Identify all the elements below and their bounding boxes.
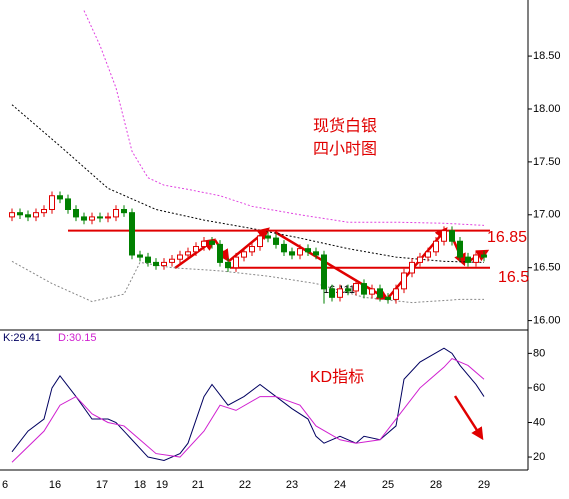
candle-body <box>137 254 143 258</box>
annotation-title: 四小时图 <box>313 140 377 158</box>
candle-body <box>273 237 279 245</box>
x-tick-label: 22 <box>239 479 251 491</box>
candle-body <box>49 195 55 210</box>
candle-body <box>105 216 111 219</box>
kd-line <box>11 357 485 463</box>
candle-body <box>97 216 103 219</box>
x-tick-label: 28 <box>430 479 442 491</box>
candle-body <box>305 248 311 253</box>
candle-body <box>185 251 191 256</box>
candle-body <box>329 288 335 298</box>
candle-body <box>457 240 463 258</box>
legend-k: K:29.41 <box>3 332 41 344</box>
candle-body <box>209 240 215 245</box>
x-tick-label: 6 <box>2 479 8 491</box>
candle-body <box>281 243 287 253</box>
candle-body <box>377 288 383 298</box>
candle-body <box>113 208 119 218</box>
candle-body <box>73 208 79 218</box>
annotation-title: 现货白银 <box>313 117 377 135</box>
x-tick-label: 23 <box>286 479 298 491</box>
y-tick-label: 18.00 <box>533 103 561 115</box>
candle-body <box>65 198 71 210</box>
candle-body <box>321 254 327 290</box>
candle-body <box>425 251 431 258</box>
candle-body <box>25 214 31 218</box>
candle-body <box>401 272 407 290</box>
y-tick-label: 16.50 <box>533 262 561 274</box>
candle-body <box>33 212 39 218</box>
candle-body <box>353 283 359 292</box>
candle-body <box>89 216 95 221</box>
candle-body <box>169 258 175 263</box>
candle-body <box>161 261 167 267</box>
candle-body <box>361 283 367 295</box>
candle-body <box>417 256 423 263</box>
candle-body <box>17 212 23 216</box>
candle-body <box>57 195 63 200</box>
x-tick-label: 16 <box>49 479 61 491</box>
candle-body <box>41 208 47 214</box>
candle-body <box>225 261 231 269</box>
level-label: 16.5 <box>498 269 529 286</box>
candle-body <box>153 261 159 267</box>
level-label: 16.85 <box>487 229 527 246</box>
candle-body <box>369 288 375 295</box>
x-tick-label: 25 <box>382 479 394 491</box>
candle-body <box>289 251 295 256</box>
kd-line <box>11 347 485 462</box>
candle-body <box>233 256 239 269</box>
y-tick-label: 20 <box>533 451 545 463</box>
candle-body <box>337 288 343 298</box>
x-tick-label: 29 <box>478 479 490 491</box>
candle-body <box>449 230 455 242</box>
candle-body <box>241 251 247 258</box>
candle-body <box>433 240 439 253</box>
candle-body <box>393 288 399 300</box>
legend-d: D:30.15 <box>58 332 97 344</box>
overlay-line <box>11 260 484 304</box>
candle-body <box>265 235 271 239</box>
x-tick-label: 18 <box>134 479 146 491</box>
y-tick-label: 18.50 <box>533 50 561 62</box>
candle-body <box>313 251 319 256</box>
candle-body <box>409 261 415 274</box>
candle-body <box>145 256 151 263</box>
candle-body <box>465 256 471 263</box>
candle-body <box>257 235 263 248</box>
candle-body <box>129 212 135 256</box>
candle-body <box>297 248 303 256</box>
candle-body <box>217 243 223 263</box>
x-tick-label: 19 <box>156 479 168 491</box>
x-tick-label: 21 <box>192 479 204 491</box>
candle-body <box>441 230 447 242</box>
y-tick-label: 17.00 <box>533 209 561 221</box>
y-tick-label: 40 <box>533 416 545 428</box>
y-tick-label: 80 <box>533 347 545 359</box>
candle-body <box>81 216 87 221</box>
candle-body <box>385 296 391 300</box>
candle-body <box>193 246 199 253</box>
x-tick-label: 24 <box>334 479 346 491</box>
overlay-line <box>83 10 485 226</box>
candle-body <box>201 240 207 248</box>
candle-body <box>249 246 255 253</box>
candle-body <box>177 254 183 260</box>
candle-body <box>345 288 351 292</box>
y-tick-label: 17.50 <box>533 156 561 168</box>
candle-body <box>473 254 479 263</box>
y-tick-label: 60 <box>533 382 545 394</box>
candle-body <box>481 254 487 258</box>
kd-title: KD指标 <box>310 368 364 386</box>
y-tick-label: 16.00 <box>533 314 561 326</box>
candle-body <box>9 212 15 218</box>
candle-body <box>121 208 127 214</box>
x-tick-label: 17 <box>96 479 108 491</box>
